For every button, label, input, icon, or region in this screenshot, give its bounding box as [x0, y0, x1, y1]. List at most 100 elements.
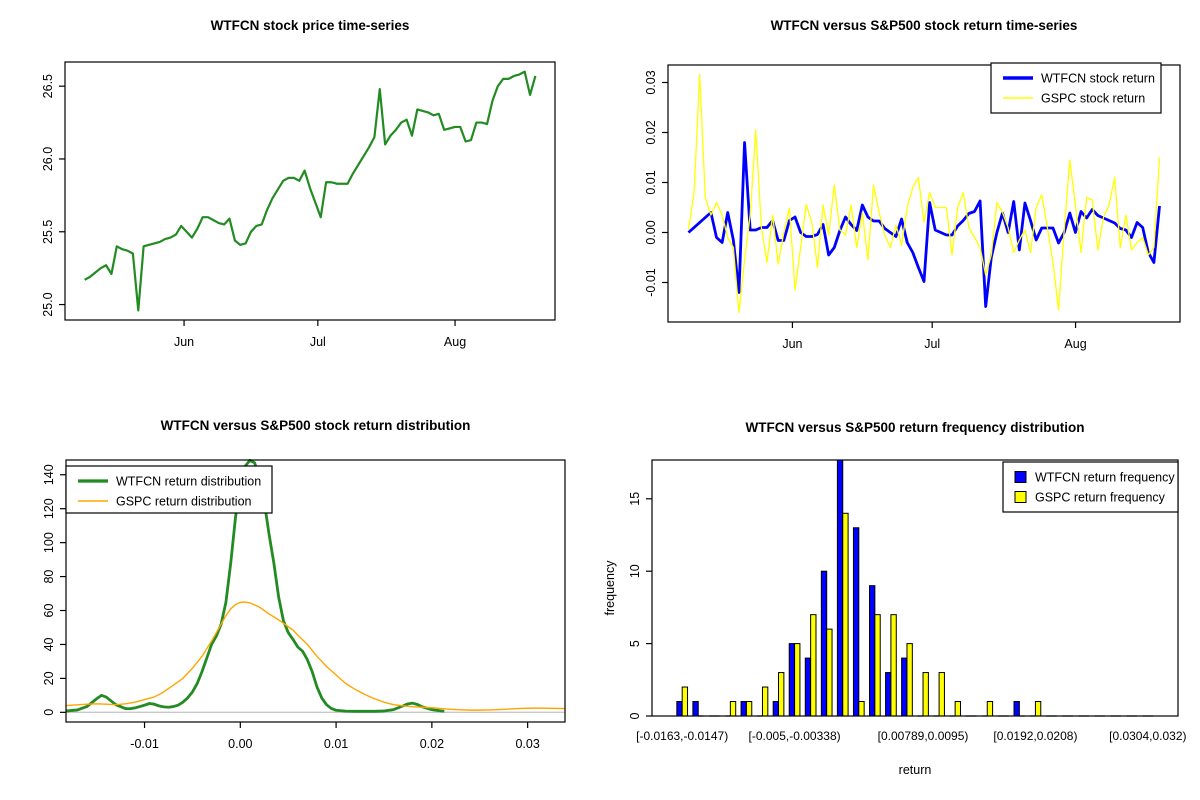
svg-text:0: 0: [628, 712, 642, 719]
bar-gspc-9: [826, 628, 833, 717]
svg-text:[0.0304,0.032): [0.0304,0.032): [1109, 729, 1186, 743]
svg-text:-0.01: -0.01: [130, 737, 159, 751]
bar-gspc-10: [842, 512, 849, 717]
svg-text:Jun: Jun: [782, 337, 802, 351]
series-line-0: [84, 70, 537, 312]
svg-text:frequency: frequency: [603, 560, 617, 616]
histogram-chart-panel: WTFCN versus S&P500 return frequency dis…: [600, 400, 1200, 800]
svg-text:40: 40: [42, 637, 56, 651]
svg-text:WTFCN return frequency: WTFCN return frequency: [1035, 471, 1175, 485]
svg-text:WTFCN stock return: WTFCN stock return: [1041, 72, 1155, 86]
bar-wtfcn-8: [804, 657, 812, 717]
svg-text:26.5: 26.5: [41, 74, 55, 98]
svg-text:25.5: 25.5: [41, 220, 55, 244]
bar-gspc-11: [858, 701, 865, 717]
bar-wtfcn-14: [901, 657, 908, 717]
price-chart-canvas: 25.0 25.5 26.0 26.5 Jun Jul Aug: [41, 61, 556, 349]
svg-text:60: 60: [42, 604, 56, 618]
plot-frame: [65, 459, 566, 723]
svg-text:return: return: [899, 763, 932, 777]
svg-text:0.03: 0.03: [515, 737, 539, 751]
svg-text:[-0.005,-0.00338): [-0.005,-0.00338): [749, 729, 841, 743]
svg-text:26.0: 26.0: [41, 147, 55, 171]
bar-gspc-14: [906, 643, 913, 717]
svg-text:Aug: Aug: [444, 335, 466, 349]
axes: -0.01 0.00 0.01 0.02 0.03 Jun Jul Aug: [644, 70, 1087, 351]
bar-wtfcn-7: [788, 643, 796, 717]
price-chart-panel: WTFCN stock price time-series 25.0 25.5 26…: [0, 0, 600, 400]
plot-frame: [651, 459, 1179, 717]
bar-wtfcn-9: [820, 570, 828, 717]
svg-text:0.01: 0.01: [644, 170, 658, 194]
svg-text:WTFCN return distribution: WTFCN return distribution: [116, 475, 261, 489]
bar-gspc-22: [1034, 701, 1042, 717]
svg-text:0.03: 0.03: [644, 70, 658, 94]
legend-sample-square-1: [1014, 491, 1027, 503]
svg-text:15: 15: [628, 492, 642, 506]
series-line-1: [687, 73, 1161, 314]
svg-text:20: 20: [42, 671, 56, 685]
svg-text:0.00: 0.00: [644, 220, 658, 244]
axes: 0 5 10 15 [-0.0163,-0.0147) [-0.005,-0.00338)…: [603, 492, 1187, 777]
svg-text:0.01: 0.01: [324, 737, 348, 751]
axes: 25.0 25.5 26.0 26.5 Jun Jul Aug: [41, 74, 466, 349]
bar-gspc-6: [778, 672, 785, 717]
svg-text:10: 10: [628, 564, 642, 578]
bar-gspc-12: [874, 614, 881, 717]
series-curve-0: [65, 458, 445, 713]
series: [84, 70, 537, 312]
legend-box: [990, 62, 1162, 114]
legend-box: [65, 465, 273, 514]
svg-text:25.0: 25.0: [41, 292, 55, 316]
bar-gspc-4: [745, 701, 753, 717]
svg-text:80: 80: [42, 570, 56, 584]
svg-text:GSPC return distribution: GSPC return distribution: [116, 495, 252, 509]
histogram-chart-canvas: 0 5 10 15 [-0.0163,-0.0147) [-0.005,-0.00338)…: [603, 459, 1187, 777]
legend-box: [1002, 461, 1179, 513]
bar-wtfcn-4: [740, 701, 747, 717]
bar-wtfcn-21: [1013, 701, 1020, 717]
density-chart-panel: WTFCN versus S&P500 stock return distrib…: [0, 400, 600, 800]
plot-frame: [667, 64, 1181, 323]
returns-chart-panel: WTFCN versus S&P500 stock return time-se…: [600, 0, 1200, 400]
plot-frame: [64, 61, 556, 321]
bar-wtfcn-13: [885, 672, 892, 717]
returns-chart-title: WTFCN versus S&P500 stock return time-se…: [770, 18, 1078, 33]
svg-text:[0.0192,0.0208): [0.0192,0.0208): [993, 729, 1077, 743]
svg-text:0.02: 0.02: [644, 120, 658, 144]
svg-text:Jul: Jul: [924, 337, 940, 351]
svg-text:GSPC stock return: GSPC stock return: [1041, 92, 1145, 106]
series: [687, 73, 1161, 314]
svg-text:Jun: Jun: [174, 335, 194, 349]
bar-wtfcn-12: [869, 585, 876, 717]
bar-wtfcn-6: [772, 701, 780, 717]
bar-gspc-7: [794, 643, 801, 717]
svg-text:0.00: 0.00: [228, 737, 252, 751]
returns-chart-canvas: -0.01 0.00 0.01 0.02 0.03 Jun Jul Aug WTFCN stoc…: [644, 62, 1181, 351]
bar-gspc-19: [986, 701, 994, 717]
legend: WTFCN return distribution GSPC return dis…: [65, 465, 273, 514]
svg-text:-0.01: -0.01: [644, 268, 658, 297]
series: [65, 458, 566, 713]
svg-text:0.02: 0.02: [420, 737, 444, 751]
svg-text:[-0.0163,-0.0147): [-0.0163,-0.0147): [636, 729, 728, 743]
svg-text:Jul: Jul: [310, 335, 326, 349]
axes: 0 20 40 60 80 100 120 140 -0.01 0.00 0.01 0.02 0.03: [42, 464, 565, 751]
bar-gspc-17: [954, 701, 961, 717]
bar-gspc-16: [938, 672, 945, 717]
price-chart-title: WTFCN stock price time-series: [210, 18, 410, 33]
histogram-chart-title: WTFCN versus S&P500 return frequency dis…: [745, 420, 1085, 435]
svg-text:Aug: Aug: [1064, 337, 1086, 351]
bar-gspc-3: [729, 701, 737, 717]
legend: WTFCN return frequency GSPC return freque…: [1002, 461, 1179, 513]
legend: WTFCN stock return GSPC stock return: [990, 62, 1162, 114]
svg-text:140: 140: [42, 464, 56, 485]
bar-gspc-5: [761, 686, 769, 717]
density-chart-title: WTFCN versus S&P500 stock return distrib…: [160, 418, 471, 433]
bar-gspc-0: [681, 686, 689, 717]
svg-text:GSPC return frequency: GSPC return frequency: [1035, 491, 1166, 505]
bar-wtfcn-11: [852, 527, 860, 717]
bar-gspc-13: [890, 614, 897, 717]
svg-text:120: 120: [42, 498, 56, 519]
